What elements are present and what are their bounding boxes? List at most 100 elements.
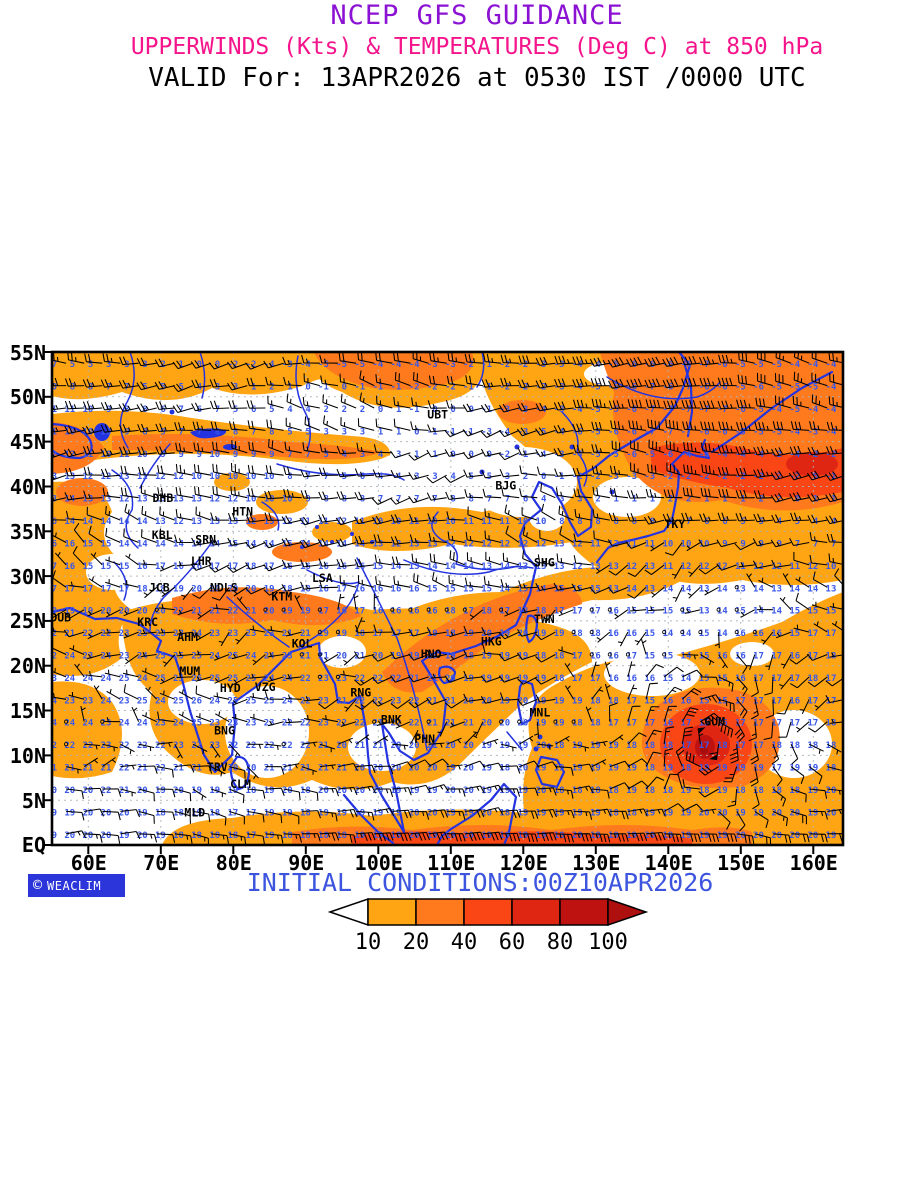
svg-text:19: 19 <box>590 808 601 818</box>
svg-text:18: 18 <box>499 808 510 818</box>
svg-text:20: 20 <box>717 808 728 818</box>
svg-text:18: 18 <box>318 831 329 841</box>
svg-text:5: 5 <box>269 405 274 415</box>
svg-text:18: 18 <box>626 741 637 751</box>
svg-text:7: 7 <box>396 495 401 505</box>
svg-text:19: 19 <box>155 831 166 841</box>
svg-text:16: 16 <box>46 517 57 527</box>
svg-text:19: 19 <box>264 831 275 841</box>
lon-tick-label: 120E <box>499 851 548 875</box>
svg-text:-6: -6 <box>699 427 710 437</box>
lat-tick-label: 20N <box>9 654 46 679</box>
svg-text:-3: -3 <box>427 360 438 370</box>
svg-text:20: 20 <box>445 674 456 684</box>
svg-text:18: 18 <box>554 741 565 751</box>
svg-text:-1: -1 <box>445 427 456 437</box>
svg-text:-3: -3 <box>644 472 655 482</box>
svg-text:10: 10 <box>282 495 293 505</box>
svg-text:19: 19 <box>554 719 565 729</box>
lat-tick-label: 5N <box>21 788 46 813</box>
svg-text:15: 15 <box>662 607 673 617</box>
svg-text:12: 12 <box>336 517 347 527</box>
svg-text:-7: -7 <box>681 405 692 415</box>
svg-text:16: 16 <box>771 629 782 639</box>
svg-text:14: 14 <box>318 540 329 550</box>
svg-text:-5: -5 <box>735 383 746 393</box>
svg-text:10: 10 <box>517 517 528 527</box>
svg-text:TKY: TKY <box>664 517 685 531</box>
svg-text:9: 9 <box>251 450 256 460</box>
svg-text:20: 20 <box>789 808 800 818</box>
svg-text:22: 22 <box>336 719 347 729</box>
svg-text:22: 22 <box>300 696 311 706</box>
svg-text:-5: -5 <box>590 427 601 437</box>
svg-text:15: 15 <box>590 584 601 594</box>
svg-text:13: 13 <box>644 562 655 572</box>
svg-text:12: 12 <box>572 540 583 550</box>
svg-text:BNK: BNK <box>381 713 402 727</box>
svg-text:-6: -6 <box>626 427 637 437</box>
svg-text:22: 22 <box>246 741 257 751</box>
svg-text:21: 21 <box>119 786 130 796</box>
svg-text:19: 19 <box>517 831 528 841</box>
colorbar-segment <box>559 898 609 926</box>
svg-text:20: 20 <box>372 786 383 796</box>
svg-text:20: 20 <box>517 629 528 639</box>
svg-text:20: 20 <box>409 831 420 841</box>
lon-tick-label: 100E <box>354 851 403 875</box>
svg-text:-7: -7 <box>681 427 692 437</box>
svg-text:4: 4 <box>197 383 203 393</box>
svg-text:25: 25 <box>227 696 238 706</box>
svg-text:-5: -5 <box>590 450 601 460</box>
svg-text:12: 12 <box>717 562 728 572</box>
svg-text:20: 20 <box>409 764 420 774</box>
svg-text:14: 14 <box>119 517 130 527</box>
svg-text:-5: -5 <box>753 427 764 437</box>
svg-text:20: 20 <box>481 696 492 706</box>
svg-text:-2: -2 <box>499 450 510 460</box>
svg-text:-5: -5 <box>789 405 800 415</box>
svg-text:23: 23 <box>173 741 184 751</box>
svg-text:24: 24 <box>264 674 275 684</box>
svg-text:9: 9 <box>160 427 165 437</box>
svg-text:8: 8 <box>323 495 328 505</box>
svg-text:13: 13 <box>536 562 547 572</box>
svg-text:-3: -3 <box>554 450 565 460</box>
svg-text:22: 22 <box>173 607 184 617</box>
svg-text:10: 10 <box>681 540 692 550</box>
svg-text:17: 17 <box>753 741 764 751</box>
svg-text:-1: -1 <box>318 383 329 393</box>
svg-text:8: 8 <box>142 427 147 437</box>
svg-text:23: 23 <box>155 629 166 639</box>
svg-text:1: 1 <box>396 427 401 437</box>
svg-text:18: 18 <box>481 607 492 617</box>
svg-text:22: 22 <box>46 741 57 751</box>
svg-text:18: 18 <box>300 831 311 841</box>
svg-text:MLD: MLD <box>184 806 205 820</box>
svg-text:15: 15 <box>699 696 710 706</box>
svg-text:-1: -1 <box>463 383 474 393</box>
svg-text:19: 19 <box>681 831 692 841</box>
svg-text:22: 22 <box>227 607 238 617</box>
lat-tick-label: 30N <box>9 564 46 589</box>
svg-text:18: 18 <box>155 584 166 594</box>
svg-text:7: 7 <box>178 405 183 415</box>
svg-text:10: 10 <box>82 427 93 437</box>
svg-text:8: 8 <box>215 427 220 437</box>
svg-text:19: 19 <box>554 629 565 639</box>
svg-text:0: 0 <box>432 405 437 415</box>
svg-text:18: 18 <box>536 607 547 617</box>
svg-text:-2: -2 <box>499 360 510 370</box>
svg-text:NDLS: NDLS <box>210 581 238 595</box>
svg-text:15: 15 <box>644 629 655 639</box>
svg-text:20: 20 <box>101 831 112 841</box>
svg-text:10: 10 <box>445 517 456 527</box>
svg-text:15: 15 <box>699 674 710 684</box>
svg-text:16: 16 <box>681 696 692 706</box>
svg-text:22: 22 <box>46 652 57 662</box>
copyright-icon: © <box>33 876 43 894</box>
svg-text:18: 18 <box>590 831 601 841</box>
svg-text:20: 20 <box>391 764 402 774</box>
svg-text:18: 18 <box>771 741 782 751</box>
svg-text:12: 12 <box>681 562 692 572</box>
